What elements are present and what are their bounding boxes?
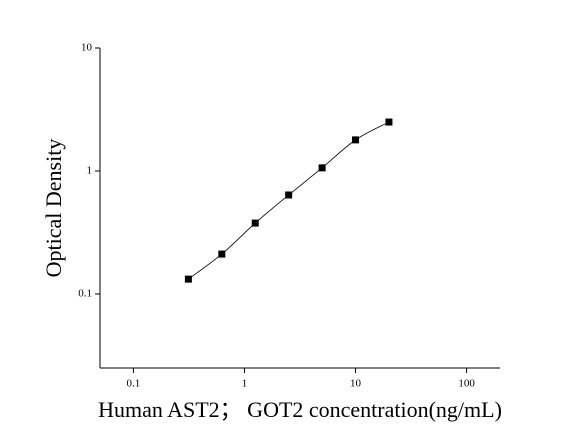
point — [385, 118, 393, 126]
x-tick-label: 100 — [458, 378, 475, 390]
y-tick-label: 10 — [81, 42, 93, 54]
x-tick-label: 10 — [350, 378, 362, 390]
point — [218, 250, 226, 258]
y-tick-label: 0.1 — [78, 287, 92, 299]
point — [285, 191, 293, 199]
x-tick-label: 1 — [242, 378, 248, 390]
y-tick-label: 1 — [87, 165, 93, 177]
point — [251, 219, 259, 227]
point — [184, 275, 192, 283]
point — [352, 136, 360, 144]
point — [318, 164, 326, 172]
x-axis-label: Human AST2； GOT2 concentration(ng/mL) — [98, 397, 502, 422]
x-tick-label: 0.1 — [127, 378, 141, 390]
y-axis-label: Optical Density — [41, 139, 66, 278]
